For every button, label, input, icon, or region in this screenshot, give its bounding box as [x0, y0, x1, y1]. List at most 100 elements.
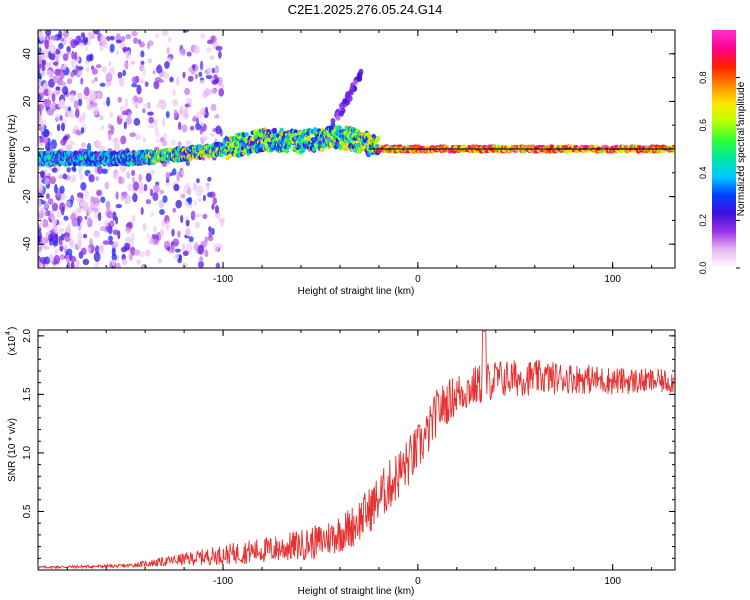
heatmap-cell [108, 60, 112, 67]
heatmap-cell [106, 96, 111, 107]
heatmap-cell [83, 233, 88, 239]
heatmap-cell [177, 141, 182, 148]
heatmap-cell [58, 42, 64, 50]
heatmap-cell [108, 131, 112, 141]
heatmap-cell [46, 193, 50, 200]
heatmap-cell [41, 59, 47, 66]
colorbar-tick-label: 0.8 [698, 71, 708, 84]
heatmap-cell [93, 252, 101, 262]
heatmap-cell [54, 249, 59, 255]
heatmap-cell [104, 219, 109, 227]
heatmap-cell [108, 235, 113, 242]
heatmap-cell [108, 211, 113, 219]
figure-title: C2E1.2025.276.05.24.G14 [288, 2, 443, 17]
heatmap-cell [155, 32, 160, 38]
heatmap-cell [108, 240, 114, 246]
heatmap-cell [163, 132, 168, 140]
heatmap-cell [105, 200, 111, 210]
y-tick-label: 1.0 [22, 446, 33, 460]
heatmap-cell [213, 243, 219, 252]
heatmap-cell [161, 140, 168, 147]
heatmap-cell [138, 251, 145, 258]
heatmap-cell [67, 106, 71, 112]
heatmap-cell [62, 173, 67, 180]
heatmap-cell [75, 108, 80, 119]
heatmap-cell [145, 249, 151, 257]
heatmap-cell [300, 138, 305, 143]
heatmap-cell [375, 135, 381, 141]
heatmap-cell [150, 211, 154, 217]
heatmap-cell [120, 195, 125, 202]
heatmap-cell [82, 258, 90, 266]
heatmap-cell [63, 135, 69, 141]
heatmap-cell [218, 88, 225, 97]
heatmap-cell [124, 98, 129, 108]
heatmap-cell [208, 230, 213, 238]
snr-multiplier-close: ) [7, 327, 18, 330]
heatmap-cell [147, 58, 153, 64]
heatmap-cell [95, 64, 102, 69]
heatmap-cell [349, 85, 355, 92]
heatmap-cell [214, 205, 220, 214]
heatmap-cell [131, 30, 138, 37]
heatmap-cell [209, 132, 215, 137]
heatmap-cell [129, 132, 136, 138]
heatmap-cell [96, 190, 102, 196]
heatmap-cell [161, 30, 169, 36]
heatmap-cell [38, 141, 41, 147]
heatmap-cell [44, 211, 49, 217]
heatmap-cell [166, 220, 170, 229]
heatmap-cell [135, 104, 139, 109]
heatmap-cell [115, 191, 119, 200]
heatmap-cell [38, 176, 43, 187]
heatmap-cell [132, 193, 138, 203]
heatmap-cell [171, 228, 175, 237]
heatmap-cell [39, 219, 44, 227]
heatmap-cell [48, 198, 54, 205]
heatmap-cell [173, 109, 178, 118]
heatmap-cell [187, 203, 193, 209]
heatmap-cell [82, 111, 86, 122]
heatmap-cell [90, 196, 95, 203]
spectrogram-x-ticks: -100 0 100 [66, 30, 653, 285]
heatmap-cell [219, 219, 225, 228]
heatmap-cell [326, 132, 332, 138]
heatmap-cell [171, 168, 177, 176]
heatmap-cell [121, 36, 126, 42]
heatmap-cell [62, 244, 68, 250]
heatmap-cell [115, 49, 120, 56]
heatmap-cell [92, 105, 99, 116]
snr-series-line [38, 330, 675, 570]
heatmap-cell [209, 191, 216, 198]
heatmap-cell [210, 103, 217, 112]
heatmap-cell [197, 244, 205, 255]
heatmap-cell [211, 67, 216, 74]
heatmap-cell [175, 248, 181, 253]
spectrogram-x-label: Height of straight line (km) [298, 286, 415, 297]
heatmap-cell [193, 45, 201, 55]
heatmap-cell [188, 236, 194, 243]
heatmap-cell [93, 230, 100, 238]
heatmap-cell [53, 254, 61, 265]
heatmap-cell [352, 79, 358, 86]
heatmap-cell [84, 46, 89, 52]
heatmap-cell [91, 207, 99, 212]
heatmap-cell [188, 67, 193, 72]
heatmap-cell [38, 56, 42, 65]
heatmap-cell [51, 202, 59, 212]
heatmap-cell [139, 41, 145, 48]
heatmap-cell [153, 225, 157, 235]
heatmap-cell [227, 153, 233, 159]
heatmap-cell [38, 94, 42, 102]
heatmap-cell [146, 233, 151, 238]
heatmap-cell [117, 97, 123, 103]
heatmap-cell [98, 246, 105, 255]
heatmap-cell [200, 121, 205, 127]
heatmap-cell [133, 117, 141, 126]
heatmap-cell [190, 69, 196, 75]
y-tick-label: 0 [22, 146, 33, 152]
heatmap-cell [169, 172, 174, 177]
snr-multiplier-base: (x10 [7, 336, 18, 356]
heatmap-cell [89, 89, 96, 100]
